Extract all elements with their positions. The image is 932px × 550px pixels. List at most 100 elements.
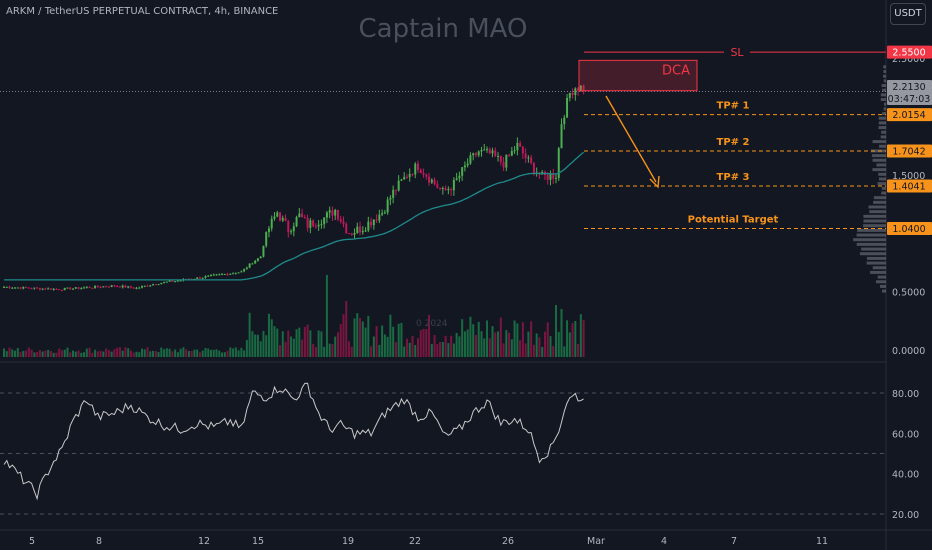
- candle-body[interactable]: [149, 285, 152, 287]
- price-label-tp[interactable]: [887, 108, 932, 122]
- candle-body[interactable]: [44, 288, 47, 290]
- candle-body[interactable]: [204, 276, 207, 278]
- candle-body[interactable]: [234, 273, 237, 275]
- candle-body[interactable]: [270, 218, 273, 229]
- candle-body[interactable]: [361, 230, 364, 233]
- candle-body[interactable]: [472, 153, 475, 156]
- candle-body[interactable]: [428, 176, 431, 183]
- candle-body[interactable]: [439, 187, 442, 189]
- trade-plan-overlay[interactable]: SL DCA TP# 1 TP# 2 TP# 3 Potential Target: [578, 45, 886, 230]
- candle-body[interactable]: [571, 92, 574, 96]
- candle-body[interactable]: [243, 268, 246, 272]
- candle-body[interactable]: [19, 287, 22, 289]
- price-label-sl[interactable]: [887, 45, 932, 59]
- candle-body[interactable]: [527, 157, 530, 159]
- candle-body[interactable]: [325, 212, 328, 218]
- candle-body[interactable]: [60, 290, 63, 292]
- candle-body[interactable]: [549, 173, 552, 180]
- candle-body[interactable]: [240, 271, 243, 273]
- candle-body[interactable]: [444, 188, 447, 190]
- candle-layer[interactable]: [3, 84, 585, 292]
- candle-body[interactable]: [69, 287, 72, 290]
- candle-body[interactable]: [88, 287, 91, 289]
- candle-body[interactable]: [265, 232, 268, 246]
- candle-body[interactable]: [276, 212, 279, 217]
- candle-body[interactable]: [207, 275, 210, 277]
- candle-body[interactable]: [422, 173, 425, 175]
- candle-body[interactable]: [113, 285, 116, 287]
- candle-body[interactable]: [452, 179, 455, 191]
- candle-body[interactable]: [237, 272, 240, 274]
- candle-body[interactable]: [55, 288, 58, 290]
- candle-body[interactable]: [25, 286, 28, 288]
- candle-body[interactable]: [342, 221, 345, 224]
- candle-body[interactable]: [441, 188, 444, 190]
- candle-body[interactable]: [563, 117, 566, 125]
- candle-body[interactable]: [557, 148, 560, 178]
- candle-body[interactable]: [463, 165, 466, 168]
- candle-body[interactable]: [411, 173, 414, 175]
- candle-body[interactable]: [577, 88, 580, 91]
- candle-body[interactable]: [171, 280, 174, 282]
- candle-body[interactable]: [5, 286, 8, 288]
- price-axis[interactable]: 2.5000 1.5000 0.5000 0.0000 80.00 60.00 40.00 2…: [29, 45, 932, 547]
- candle-body[interactable]: [77, 287, 80, 289]
- candle-body[interactable]: [474, 153, 477, 156]
- candle-body[interactable]: [521, 146, 524, 154]
- candle-body[interactable]: [295, 217, 298, 227]
- candle-body[interactable]: [303, 217, 306, 219]
- candle-body[interactable]: [198, 277, 201, 279]
- candle-body[interactable]: [436, 184, 439, 188]
- candle-body[interactable]: [336, 209, 339, 220]
- candle-body[interactable]: [389, 197, 392, 200]
- candle-body[interactable]: [375, 219, 378, 221]
- candle-body[interactable]: [52, 288, 55, 290]
- candle-body[interactable]: [348, 233, 350, 235]
- candle-body[interactable]: [469, 155, 472, 164]
- candle-body[interactable]: [116, 286, 119, 288]
- candle-body[interactable]: [386, 199, 389, 213]
- candle-body[interactable]: [560, 124, 563, 149]
- candle-body[interactable]: [36, 287, 39, 289]
- candle-body[interactable]: [309, 220, 312, 228]
- candle-body[interactable]: [63, 287, 66, 291]
- candle-body[interactable]: [287, 221, 290, 233]
- candle-body[interactable]: [38, 287, 41, 290]
- candle-body[interactable]: [566, 97, 569, 118]
- candle-body[interactable]: [320, 224, 323, 226]
- candle-body[interactable]: [30, 288, 33, 290]
- candle-body[interactable]: [497, 155, 500, 157]
- candle-body[interactable]: [488, 148, 491, 154]
- candle-body[interactable]: [579, 85, 582, 91]
- candle-body[interactable]: [466, 163, 469, 166]
- candle-body[interactable]: [524, 153, 527, 159]
- candle-body[interactable]: [221, 274, 224, 276]
- candle-body[interactable]: [47, 288, 50, 290]
- candle-body[interactable]: [229, 273, 232, 275]
- candle-body[interactable]: [483, 149, 486, 151]
- price-label-tp[interactable]: [887, 144, 932, 158]
- candle-body[interactable]: [301, 213, 304, 218]
- candle-body[interactable]: [223, 273, 226, 275]
- candle-body[interactable]: [218, 274, 221, 276]
- candle-body[interactable]: [516, 142, 519, 151]
- candle-body[interactable]: [392, 189, 395, 198]
- candle-body[interactable]: [532, 163, 535, 174]
- candle-body[interactable]: [284, 217, 287, 222]
- candle-body[interactable]: [331, 210, 334, 216]
- candle-body[interactable]: [461, 167, 464, 176]
- candle-body[interactable]: [74, 287, 77, 289]
- candle-body[interactable]: [262, 245, 265, 257]
- candle-body[interactable]: [245, 267, 248, 269]
- candle-body[interactable]: [405, 176, 408, 178]
- candle-body[interactable]: [306, 218, 309, 228]
- candle-body[interactable]: [121, 285, 124, 288]
- candle-body[interactable]: [359, 226, 362, 233]
- price-label-tp[interactable]: [887, 222, 932, 236]
- candle-body[interactable]: [491, 150, 494, 154]
- candle-body[interactable]: [356, 226, 359, 234]
- candle-body[interactable]: [552, 173, 555, 179]
- candle-body[interactable]: [58, 289, 61, 291]
- candle-body[interactable]: [519, 142, 522, 147]
